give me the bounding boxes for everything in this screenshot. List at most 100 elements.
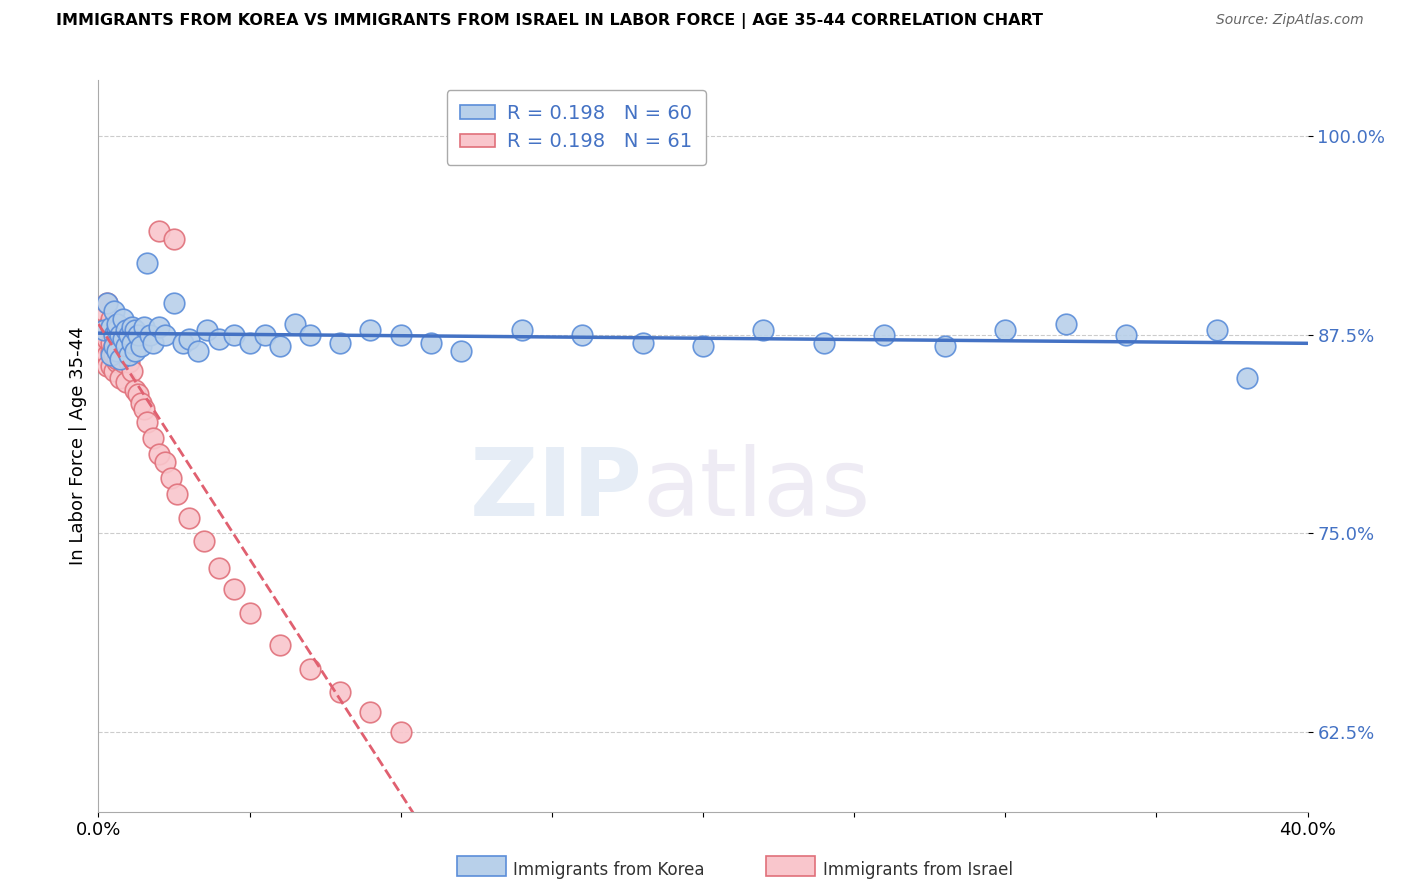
Point	[163, 232, 186, 246]
Point	[103, 327, 125, 342]
Point	[127, 327, 149, 342]
Point	[329, 335, 352, 350]
Point	[224, 582, 246, 596]
Point	[253, 327, 276, 342]
Point	[193, 534, 215, 549]
Point	[127, 386, 149, 401]
Point	[121, 319, 143, 334]
Point	[100, 323, 122, 337]
Point	[108, 348, 131, 362]
Point	[177, 333, 201, 347]
Point	[108, 327, 131, 342]
Point	[510, 323, 533, 337]
Point	[103, 323, 125, 337]
Point	[111, 327, 134, 342]
Point	[177, 510, 201, 524]
Point	[135, 256, 157, 270]
Point	[135, 415, 157, 429]
Point	[360, 323, 382, 337]
Point	[166, 486, 188, 500]
Point	[96, 348, 118, 362]
Point	[96, 323, 118, 337]
Point	[93, 303, 115, 318]
Point	[103, 348, 125, 362]
Point	[299, 327, 322, 342]
Point	[813, 335, 835, 350]
Point	[450, 343, 472, 358]
Point	[172, 335, 194, 350]
Point	[132, 402, 155, 417]
Point	[148, 447, 170, 461]
Point	[93, 323, 115, 337]
Point	[269, 339, 291, 353]
Point	[148, 224, 170, 238]
Point	[111, 333, 134, 347]
Point	[105, 323, 128, 337]
Point	[571, 327, 593, 342]
Point	[103, 364, 125, 378]
Text: atlas: atlas	[643, 444, 870, 536]
Point	[100, 359, 122, 374]
Point	[93, 335, 115, 350]
Point	[124, 343, 146, 358]
Point	[100, 335, 122, 350]
Point	[105, 343, 128, 358]
Point	[148, 319, 170, 334]
Point	[105, 355, 128, 369]
Point	[163, 296, 186, 310]
Point	[239, 335, 262, 350]
Point	[153, 327, 176, 342]
Point	[114, 339, 136, 353]
Point	[187, 343, 209, 358]
Point	[105, 323, 128, 337]
Text: Immigrants from Israel: Immigrants from Israel	[823, 861, 1012, 879]
Point	[124, 384, 146, 398]
Point	[90, 327, 112, 342]
Point	[90, 339, 112, 353]
Point	[118, 348, 141, 362]
Point	[1054, 317, 1077, 331]
Text: IMMIGRANTS FROM KOREA VS IMMIGRANTS FROM ISRAEL IN LABOR FORCE | AGE 35-44 CORRE: IMMIGRANTS FROM KOREA VS IMMIGRANTS FROM…	[56, 13, 1043, 29]
Point	[96, 333, 118, 347]
Point	[100, 348, 122, 362]
Point	[105, 351, 128, 366]
Point	[96, 319, 118, 334]
Point	[118, 343, 141, 358]
Point	[934, 339, 956, 353]
Point	[93, 348, 115, 362]
Point	[139, 327, 162, 342]
Point	[103, 339, 125, 353]
Point	[132, 319, 155, 334]
Point	[111, 335, 134, 350]
Point	[208, 333, 231, 347]
Point	[108, 327, 131, 342]
Point	[93, 323, 115, 337]
Point	[631, 335, 654, 350]
Point	[121, 335, 143, 350]
Point	[103, 327, 125, 342]
Point	[96, 327, 118, 342]
Point	[100, 311, 122, 326]
Point	[114, 348, 136, 362]
Point	[419, 335, 441, 350]
Point	[389, 327, 412, 342]
Legend: R = 0.198   N = 60, R = 0.198   N = 61: R = 0.198 N = 60, R = 0.198 N = 61	[447, 90, 706, 165]
Point	[129, 396, 152, 410]
Point	[269, 638, 291, 652]
Point	[160, 471, 183, 485]
Point	[111, 355, 134, 369]
Point	[239, 606, 262, 620]
Point	[100, 319, 122, 334]
Point	[873, 327, 896, 342]
Point	[96, 359, 118, 374]
Point	[284, 317, 307, 331]
Point	[96, 296, 118, 310]
Point	[752, 323, 775, 337]
Point	[360, 705, 382, 719]
Point	[118, 355, 141, 369]
Point	[1236, 370, 1258, 384]
Point	[114, 323, 136, 337]
Point	[389, 725, 412, 739]
Point	[129, 339, 152, 353]
Text: Source: ZipAtlas.com: Source: ZipAtlas.com	[1216, 13, 1364, 28]
